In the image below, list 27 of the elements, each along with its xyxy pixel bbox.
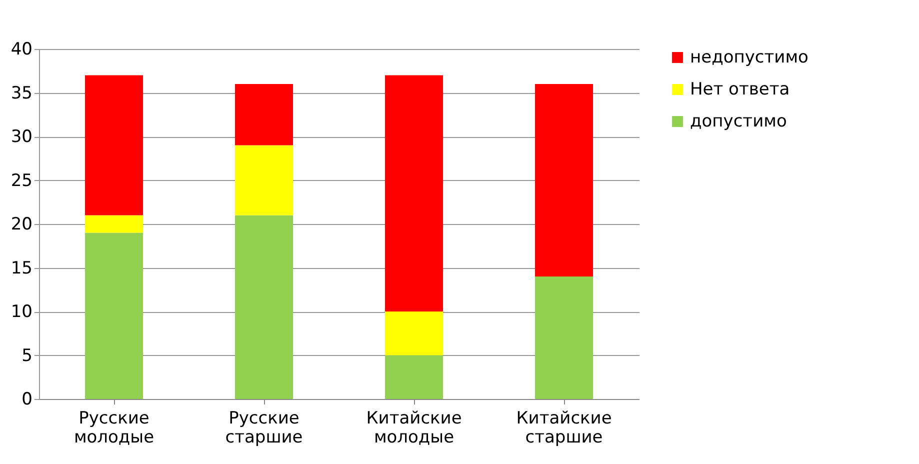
- bar: [85, 215, 143, 233]
- bar: [385, 75, 443, 312]
- y-tick-label: 0: [22, 390, 32, 410]
- y-tick-label: 20: [10, 214, 32, 234]
- bar: [235, 215, 293, 399]
- x-tick-label: Китайские старшие: [516, 408, 612, 448]
- bar: [385, 312, 443, 356]
- y-tick-label: 5: [22, 346, 32, 366]
- legend-label: допустимо: [690, 112, 787, 132]
- y-tick-label: 40: [10, 40, 32, 60]
- x-tick-label: Русские старшие: [225, 408, 303, 448]
- x-tick-label: Китайские молодые: [366, 408, 462, 448]
- legend-label: недопустимо: [690, 48, 808, 68]
- bar: [235, 145, 293, 216]
- y-tick-label: 15: [10, 258, 32, 278]
- bar: [85, 232, 143, 399]
- y-tick-label: 25: [10, 170, 32, 191]
- bar: [385, 355, 443, 399]
- y-tick-label: 30: [10, 127, 32, 147]
- bar: [535, 276, 593, 399]
- bar: [535, 84, 593, 276]
- x-tick-label: Русские молодые: [74, 408, 154, 448]
- y-tick-label: 35: [10, 83, 32, 104]
- bar: [235, 84, 293, 146]
- bar: [85, 75, 143, 216]
- y-tick-label: 10: [10, 302, 32, 322]
- legend-label: Нет ответа: [690, 80, 790, 100]
